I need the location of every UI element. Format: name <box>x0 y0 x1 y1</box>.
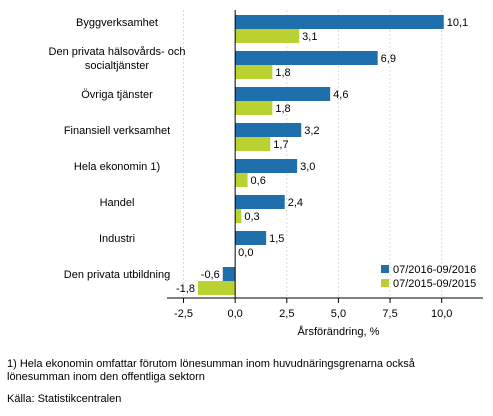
category-labels: Byggverksamhet Den privata hälsovårds- oc… <box>49 17 186 281</box>
source-note: Källa: Statistikcentralen <box>7 393 122 405</box>
footnote-line-1: 1) Hela ekonomin omfattar förutom lönesu… <box>7 358 415 370</box>
value-labels: 10,1 6,9 4,6 3,2 3,0 2,4 1,5 -0,6 3,1 1,8 1,8 1,7 0,… <box>176 17 468 295</box>
category-label: Den privata utbildning <box>64 269 170 281</box>
footnote-line-2: lönesumman inom den offentliga sektorn <box>7 371 205 383</box>
legend: 07/2016-09/2016 07/2015-09/2015 <box>381 264 476 290</box>
value-label: 6,9 <box>381 53 396 65</box>
value-label: 1,5 <box>269 233 284 245</box>
value-label: 0,6 <box>251 175 266 187</box>
footnote: 1) Hela ekonomin omfattar förutom lönesu… <box>7 358 415 384</box>
x-axis-title: Årsförändring, % <box>297 325 379 338</box>
bar <box>235 87 331 101</box>
value-label: 1,8 <box>275 103 290 115</box>
bar <box>235 65 273 79</box>
value-label: 10,1 <box>447 17 468 29</box>
value-label: 0,3 <box>244 211 259 223</box>
bar <box>235 51 378 65</box>
bar <box>235 101 273 115</box>
value-label: 1,8 <box>275 67 290 79</box>
legend-label: 07/2015-09/2015 <box>393 278 476 290</box>
legend-swatch <box>381 265 389 273</box>
bar <box>197 281 236 295</box>
x-tick-label: 5,0 <box>331 308 346 320</box>
x-tick-label: 2,5 <box>279 308 294 320</box>
value-label: 0,0 <box>238 247 253 259</box>
category-label: Hela ekonomin 1) <box>74 161 160 173</box>
x-tick-label: -2,5 <box>174 308 193 320</box>
legend-label: 07/2016-09/2016 <box>393 264 476 276</box>
category-label: Den privata hälsovårds- och <box>49 46 186 58</box>
category-label: socialtjänster <box>85 60 150 72</box>
axes: -2,5 0,0 2,5 5,0 7,5 10,0 <box>167 10 483 320</box>
value-label: -0,6 <box>201 269 220 281</box>
category-label: Byggverksamhet <box>76 17 158 29</box>
bar <box>235 209 242 223</box>
bar <box>235 123 302 137</box>
value-label: 2,4 <box>288 197 303 209</box>
bar <box>222 267 236 281</box>
x-tick-label: 7,5 <box>382 308 397 320</box>
bars <box>197 15 444 295</box>
value-label: 3,0 <box>300 161 315 173</box>
chart: 10,1 6,9 4,6 3,2 3,0 2,4 1,5 -0,6 3,1 1,8 1,8 1,7 0,… <box>49 10 483 338</box>
value-label: -1,8 <box>176 283 195 295</box>
legend-swatch <box>381 279 389 287</box>
value-label: 4,6 <box>333 89 348 101</box>
bar <box>235 159 298 173</box>
category-label: Finansiell verksamhet <box>64 125 170 137</box>
x-tick-label: 0,0 <box>228 308 243 320</box>
value-label: 3,2 <box>304 125 319 137</box>
bar <box>235 29 300 43</box>
bar <box>235 15 444 29</box>
value-label: 3,1 <box>302 31 317 43</box>
x-tick-label: 10,0 <box>431 308 452 320</box>
bar <box>235 173 248 187</box>
bar <box>235 137 271 151</box>
bar <box>235 195 285 209</box>
category-label: Industri <box>99 233 135 245</box>
value-label: 1,7 <box>273 139 288 151</box>
category-label: Övriga tjänster <box>81 89 153 101</box>
bar <box>235 231 267 245</box>
category-label: Handel <box>100 197 135 209</box>
